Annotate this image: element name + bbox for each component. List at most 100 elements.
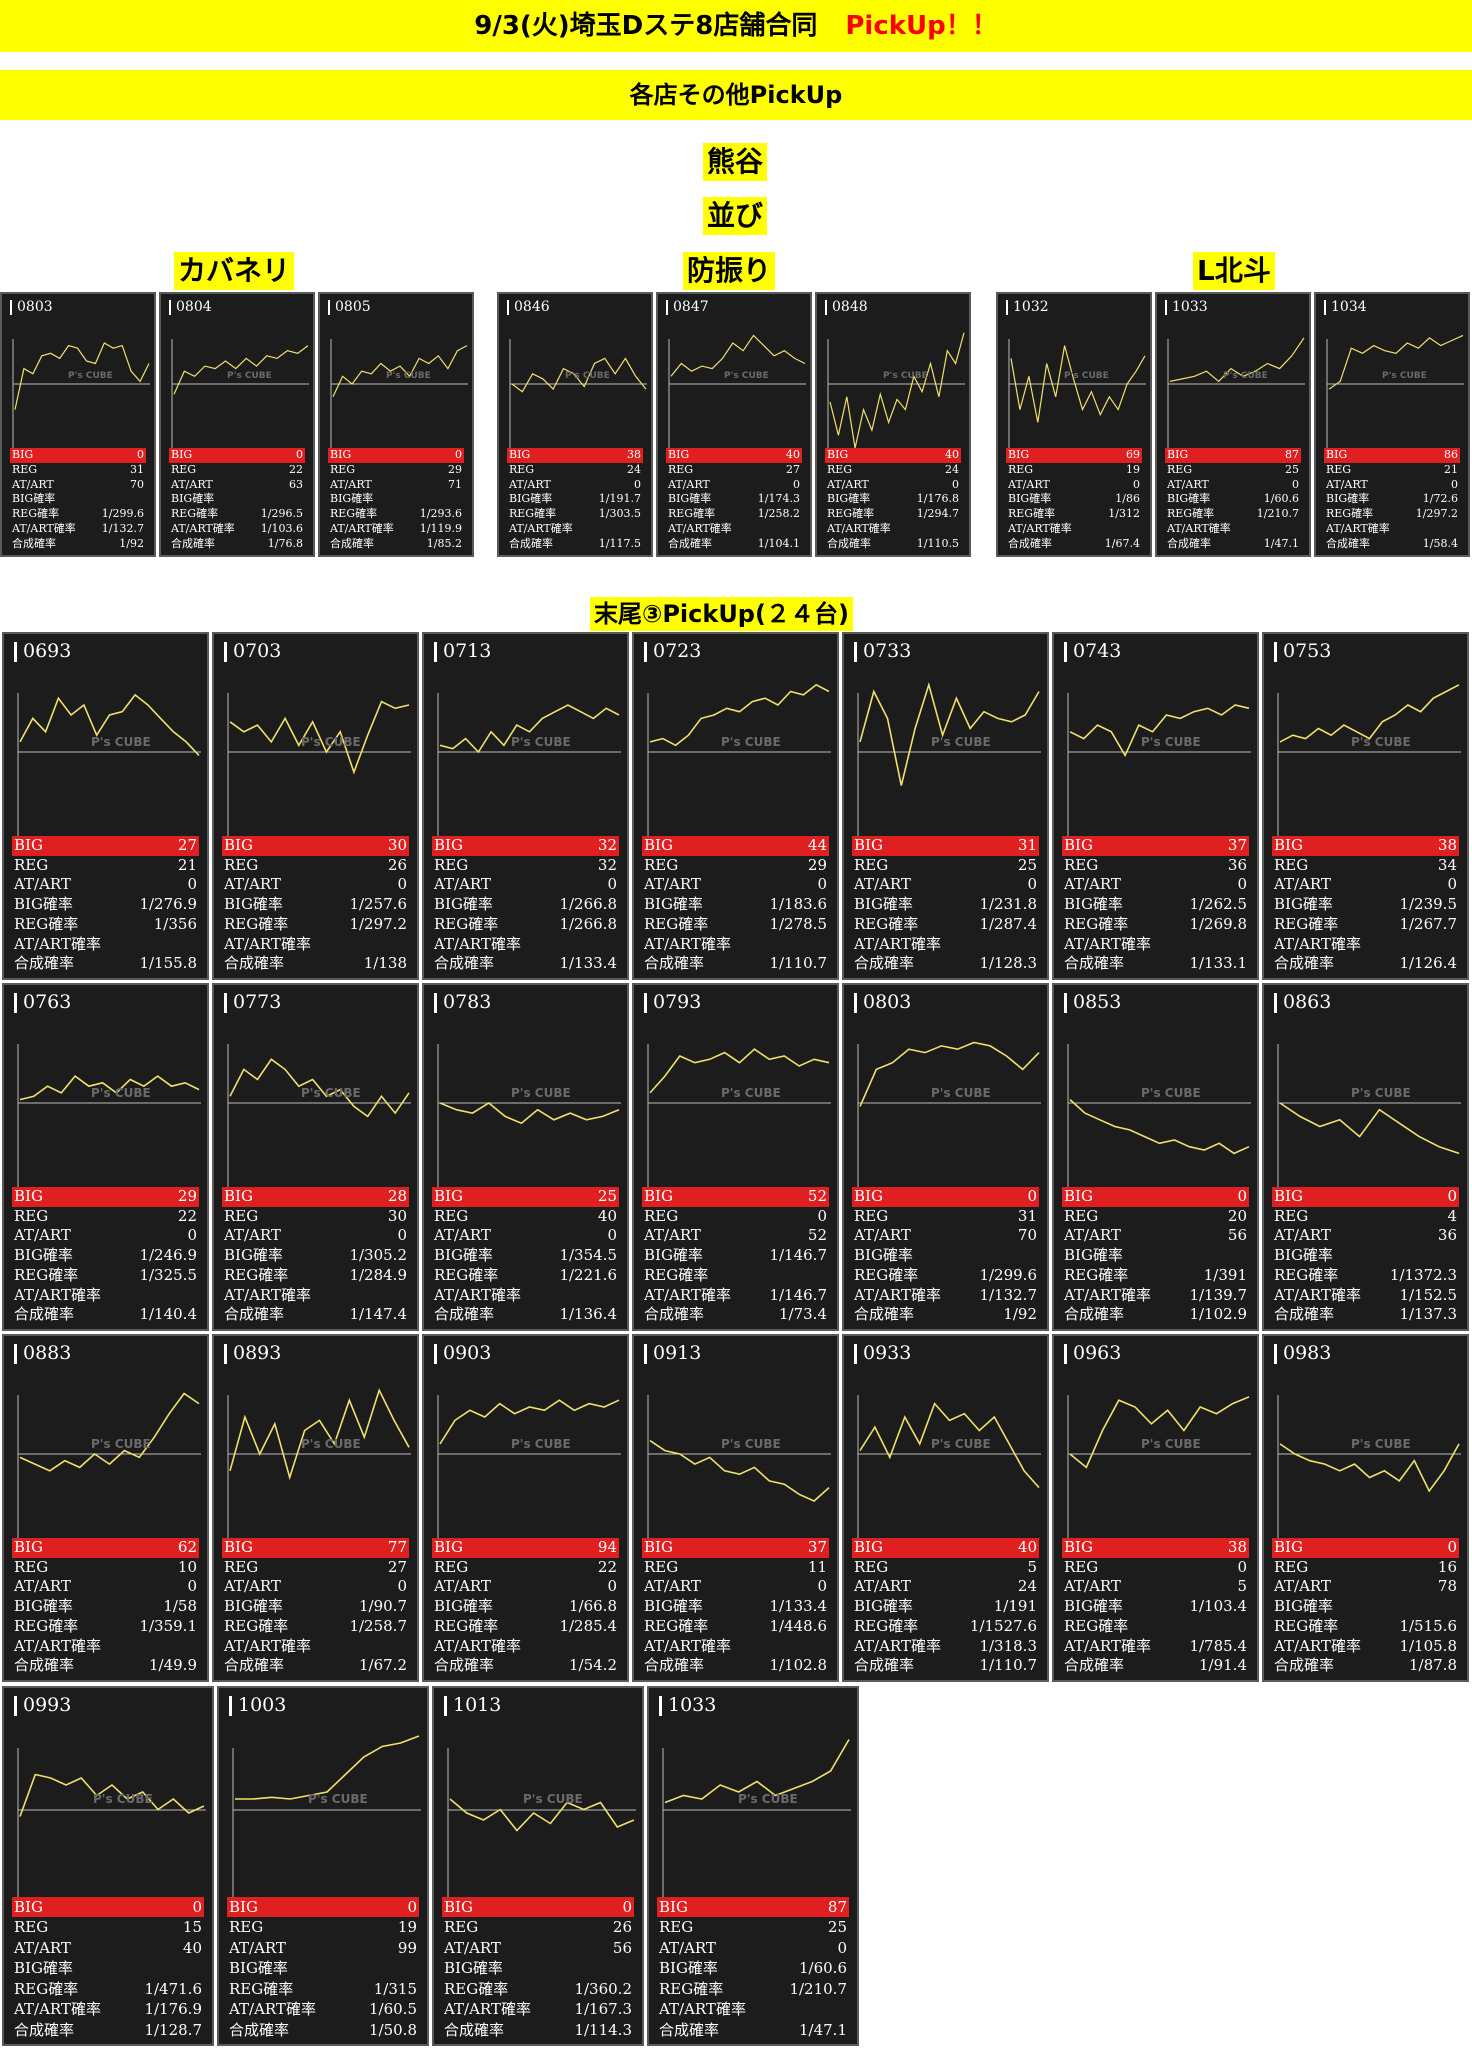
stat-label: BIG確率	[434, 1246, 493, 1265]
machine-card: 1032 P's CUBE BIG 69 REG 19 AT/ART 0 BIG確率 1/86 RE…	[996, 292, 1152, 557]
slump-line	[1069, 704, 1250, 758]
stat-row-big-prob: BIG確率	[1064, 1246, 1247, 1266]
stat-label: REG確率	[434, 1616, 499, 1635]
stat-row-at-prob: AT/ART確率	[644, 1637, 827, 1657]
stat-row-at-prob: AT/ART確率 1/119.9	[330, 522, 462, 537]
stat-value: 70	[130, 477, 144, 491]
stat-label: REG確率	[1064, 914, 1129, 933]
slump-line	[229, 1058, 410, 1118]
stat-row-at: AT/ART 71	[330, 478, 462, 493]
stat-label: BIG確率	[1064, 895, 1123, 914]
machine-card: 0847 P's CUBE BIG 40 REG 27 AT/ART 0 BIG確率 1/174.…	[656, 292, 812, 557]
number-bar	[1064, 642, 1067, 662]
stat-label: 合成確率	[434, 1305, 495, 1324]
stat-label: AT/ART確率	[330, 521, 394, 535]
stat-value: 1/448.6	[769, 1616, 827, 1635]
stat-label: BIG	[668, 448, 690, 461]
stat-label: AT/ART確率	[14, 2000, 101, 2019]
number-bar	[14, 1344, 17, 1364]
slump-line	[1279, 684, 1460, 743]
number-bar	[169, 299, 171, 315]
stat-label: AT/ART確率	[827, 521, 891, 535]
stat-label: REG確率	[509, 507, 557, 520]
stat-row-reg-prob: REG確率 1/297.2	[1326, 507, 1458, 522]
stat-row-total-prob: 合成確率 1/140.4	[14, 1305, 197, 1325]
slump-line	[439, 1399, 620, 1445]
stat-value: 1/294.7	[916, 507, 959, 520]
stat-value: 1/293.6	[419, 507, 462, 520]
stat-value: 30	[387, 1206, 407, 1225]
machine-card: 0773 P's CUBE BIG 28 REG 30 AT/ART 0 BIG確率 1/305.…	[212, 983, 419, 1331]
stat-label: AT/ART確率	[171, 521, 235, 535]
stat-row-big: BIG 0	[10, 448, 146, 463]
stat-value: 1/287.4	[979, 914, 1037, 933]
stat-value: 44	[807, 836, 827, 854]
machine-card: 0763 P's CUBE BIG 29 REG 22 AT/ART 0 BIG確率 1/246.…	[2, 983, 209, 1331]
stat-label: REG確率	[1274, 914, 1339, 933]
stat-row-big-prob: BIG確率 1/66.8	[434, 1597, 617, 1617]
stat-label: AT/ART確率	[1326, 521, 1390, 535]
machine-number-text: 0723	[653, 640, 702, 662]
stat-row-total-prob: 合成確率 1/136.4	[434, 1305, 617, 1325]
stat-label: BIG	[659, 1898, 688, 1916]
stat-label: AT/ART	[1274, 875, 1331, 894]
stat-value: 1/257.6	[349, 895, 407, 914]
machine-card: 0753 P's CUBE BIG 38 REG 34 AT/ART 0 BIG確率 1/239.…	[1262, 632, 1469, 980]
stat-label: AT/ART確率	[434, 1636, 521, 1655]
stat-label: AT/ART	[644, 1226, 701, 1245]
machine-number-text: 0963	[1073, 1342, 1122, 1364]
number-bar	[444, 1696, 447, 1716]
watermark-logo: P's CUBE	[1223, 371, 1268, 381]
slump-line	[19, 1773, 205, 1817]
stat-value: 29	[177, 1187, 197, 1205]
slump-graph	[827, 332, 965, 448]
stat-value: 24	[627, 462, 641, 476]
slump-graph	[668, 334, 806, 448]
number-bar	[14, 993, 17, 1013]
stat-label: REG	[659, 1918, 694, 1937]
stat-label: 合成確率	[171, 536, 215, 550]
stat-row-big-prob: BIG確率	[229, 1958, 417, 1978]
stat-value: 1/258.7	[349, 1616, 407, 1635]
stat-label: 合成確率	[854, 1305, 915, 1324]
stat-label: 合成確率	[14, 1305, 75, 1324]
machine-number-text: 0804	[176, 299, 212, 315]
stat-value: 0	[397, 875, 407, 894]
machine-number-text: 0933	[863, 1342, 912, 1364]
machine-card: 0803 P's CUBE BIG 0 REG 31 AT/ART 70 BIG確率 REG確率 1…	[0, 292, 156, 557]
stat-label: AT/ART確率	[644, 1285, 731, 1304]
stat-label: AT/ART	[1326, 477, 1368, 491]
stat-value: 0	[622, 1898, 632, 1916]
stat-value: 1/49.9	[149, 1656, 197, 1675]
stat-value: 52	[807, 1187, 827, 1205]
stat-row-reg-prob: REG確率 1/303.5	[509, 507, 641, 522]
slump-line	[1328, 334, 1464, 390]
stat-label: REG確率	[12, 507, 60, 520]
stats-table: BIG 40 REG 24 AT/ART 0 BIG確率 1/176.8 REG確率 1/294.…	[825, 448, 961, 551]
stat-row-at: AT/ART 0	[854, 875, 1037, 895]
stat-value: 1/176.9	[144, 2000, 202, 2019]
stat-label: BIG	[509, 448, 531, 461]
stat-value: 77	[387, 1538, 407, 1556]
stat-row-big-prob: BIG確率 1/72.6	[1326, 492, 1458, 507]
stat-label: REG確率	[14, 1616, 79, 1635]
stat-value: 1/210.7	[789, 1979, 847, 1998]
stat-value: 37	[1227, 836, 1247, 854]
stat-row-total-prob: 合成確率 1/87.8	[1274, 1656, 1457, 1676]
stat-row-reg: REG 36	[1064, 856, 1247, 876]
stat-row-reg-prob: REG確率	[1064, 1617, 1247, 1637]
stat-row-reg: REG 29	[644, 856, 827, 876]
stat-row-at: AT/ART 0	[434, 875, 617, 895]
stat-value: 0	[1027, 1187, 1037, 1205]
stat-label: BIG確率	[14, 1246, 73, 1265]
stat-row-big-prob: BIG確率	[171, 492, 303, 507]
machine-number-text: 0773	[233, 991, 282, 1013]
stat-label: REG	[1064, 1557, 1099, 1576]
stat-value: 1/58.4	[1422, 536, 1458, 550]
stat-row-big-prob: BIG確率 1/176.8	[827, 492, 959, 507]
stat-label: BIG	[434, 1538, 463, 1556]
machine-number: 0993	[14, 1694, 71, 1716]
stat-label: REG	[854, 855, 889, 874]
slump-graph	[647, 1395, 831, 1538]
stat-label: BIG確率	[1326, 492, 1370, 506]
